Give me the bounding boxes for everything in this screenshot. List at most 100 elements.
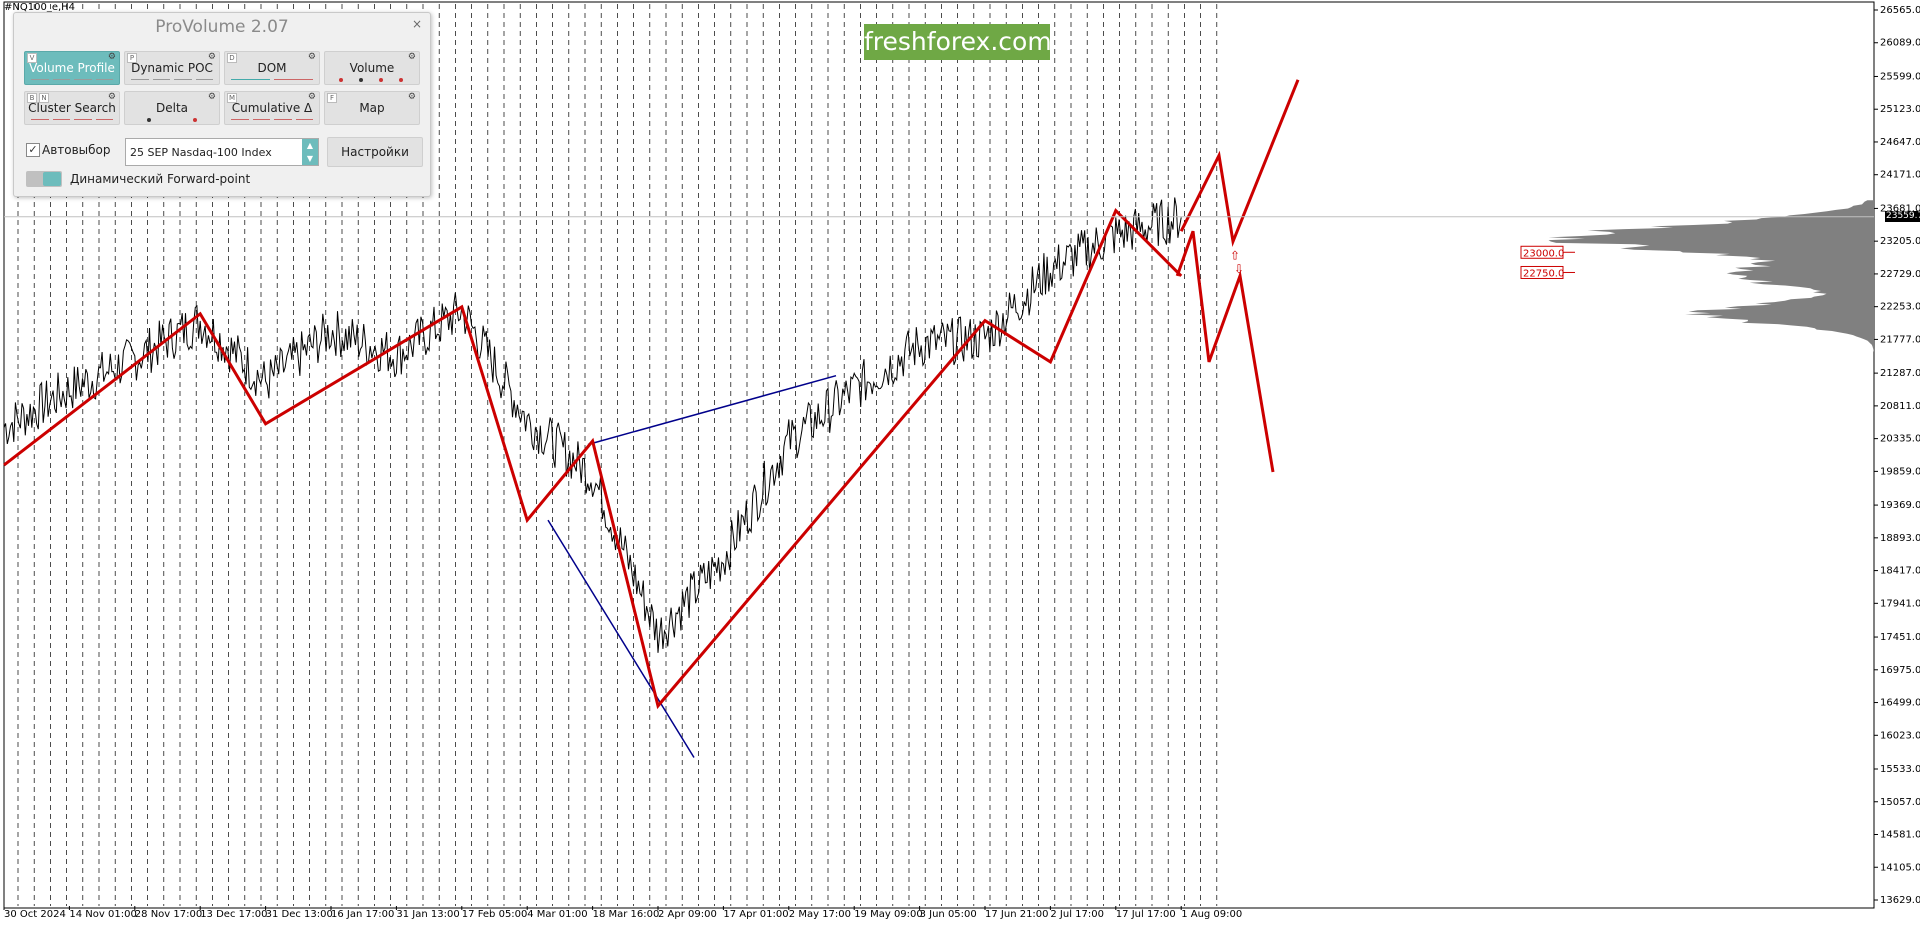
x-tick-label: 18 Mar 16:00 [593, 909, 660, 920]
x-tick-label: 2 May 17:00 [789, 909, 851, 920]
gear-icon[interactable]: ⚙ [207, 92, 216, 102]
button-label: Cluster Search [28, 101, 116, 115]
y-tick-label: 15057.0 [1880, 797, 1920, 808]
status-dot [193, 118, 197, 122]
zigzag-lines[interactable]: ⇧⇩ [3, 79, 1300, 710]
current-price-tag: 23559.7 [1885, 210, 1920, 222]
y-tick-label: 19859.0 [1880, 466, 1920, 477]
cumulative-delta-button[interactable]: M ⚙ Cumulative Δ [224, 91, 320, 125]
dynamic-poc-button[interactable]: P ⚙ Dynamic POC [124, 51, 220, 85]
instrument-value: 25 SEP Nasdaq-100 Index [130, 146, 272, 159]
level-label: 23000.0 [1523, 248, 1564, 259]
plot-frame [3, 1, 1875, 909]
freshforex-watermark: freshforex.com [864, 24, 1052, 60]
y-tick-label: 17941.0 [1880, 598, 1920, 609]
projection-down-line [1175, 230, 1275, 473]
toggle-knob [43, 172, 61, 186]
x-tick-label: 13 Dec 17:00 [200, 909, 267, 920]
forward-point-toggle[interactable] [26, 171, 62, 187]
panel-title: ProVolume 2.07 [155, 17, 289, 37]
volume-profile-shape [1548, 200, 1874, 352]
button-indicator-bars [231, 119, 313, 121]
dom-button[interactable]: D ⚙ DOM [224, 51, 320, 85]
y-tick-label: 14105.0 [1880, 862, 1920, 873]
zigzag-line [3, 207, 1183, 710]
y-tick-label: 25599.0 [1880, 71, 1920, 82]
x-tick-label: 2 Apr 09:00 [658, 909, 717, 920]
y-tick-label: 16975.0 [1880, 665, 1920, 676]
x-tick-label: 30 Oct 2024 [4, 909, 66, 920]
y-tick-label: 15533.0 [1880, 764, 1920, 775]
hotkey-badge: F [327, 93, 337, 103]
settings-button[interactable]: Настройки [327, 137, 423, 167]
status-dot [379, 78, 383, 82]
x-tick-label: 16 Jan 17:00 [331, 909, 394, 920]
button-label: Delta [155, 101, 188, 115]
instrument-select[interactable]: 25 SEP Nasdaq-100 Index ▲ ▼ [125, 138, 319, 166]
cluster-search-button[interactable]: B N ⚙ Cluster Search [24, 91, 120, 125]
y-tick-label: 23205.0 [1880, 236, 1920, 247]
gear-icon[interactable]: ⚙ [107, 92, 116, 102]
button-indicator-bars [31, 79, 113, 81]
level-label: 22750.0 [1523, 268, 1564, 279]
trendline-lower [547, 519, 695, 758]
hotkey-badge: P [127, 53, 137, 63]
auto-select-checkbox[interactable]: ✓ [26, 143, 40, 157]
y-tick-label: 24171.0 [1880, 170, 1920, 181]
gear-icon[interactable]: ⚙ [307, 52, 316, 62]
button-label: Map [359, 101, 385, 115]
auto-select-label: Автовыбор [42, 143, 111, 157]
map-button[interactable]: F ⚙ Map [324, 91, 420, 125]
gear-icon[interactable]: ⚙ [407, 92, 416, 102]
status-dot [399, 78, 403, 82]
y-tick-label: 20811.0 [1880, 401, 1920, 412]
trendlines[interactable] [547, 374, 837, 758]
provolume-panel[interactable]: ProVolume 2.07 × V ⚙ Volume Profile P ⚙ … [13, 12, 431, 197]
y-tick-label: 17451.0 [1880, 632, 1920, 643]
arrow-up-icon: ⇧ [1230, 248, 1240, 262]
x-tick-label: 1 Aug 09:00 [1181, 909, 1242, 920]
button-label: Dynamic POC [131, 61, 213, 75]
projection-up-line [1179, 79, 1300, 248]
button-indicator-bars [131, 79, 213, 81]
forward-point-label: Динамический Forward-point [70, 172, 251, 186]
x-tick-label: 31 Jan 13:00 [396, 909, 459, 920]
y-tick-label: 26089.0 [1880, 38, 1920, 49]
symbol-label: #NQ100_e,H4 [4, 2, 76, 13]
y-tick-label: 19369.0 [1880, 500, 1920, 511]
gear-icon[interactable]: ⚙ [207, 52, 216, 62]
price-line [3, 197, 1182, 653]
volume-profile-button[interactable]: V ⚙ Volume Profile [24, 51, 120, 85]
price-series [3, 197, 1182, 653]
x-tick-label: 4 Mar 01:00 [527, 909, 587, 920]
status-dot [359, 78, 363, 82]
y-tick-label: 14581.0 [1880, 830, 1920, 841]
hotkey-badge: D [227, 53, 237, 63]
y-tick-label: 22253.0 [1880, 302, 1920, 313]
gear-icon[interactable]: ⚙ [107, 52, 116, 62]
gear-icon[interactable]: ⚙ [407, 52, 416, 62]
y-tick-label: 25123.0 [1880, 104, 1920, 115]
status-dot [147, 118, 151, 122]
button-indicator-bars [31, 119, 113, 121]
volume-button[interactable]: ⚙ Volume [324, 51, 420, 85]
x-tick-label: 17 Jul 17:00 [1116, 909, 1176, 920]
close-icon[interactable]: × [411, 17, 423, 31]
y-tick-label: 21287.0 [1880, 368, 1920, 379]
hotkey-badge: M [227, 93, 237, 103]
y-tick-label: 20335.0 [1880, 434, 1920, 445]
x-tick-label: 17 Jun 21:00 [985, 909, 1049, 920]
y-tick-label: 16023.0 [1880, 730, 1920, 741]
x-tick-label: 2 Jul 17:00 [1050, 909, 1104, 920]
status-dot [339, 78, 343, 82]
y-tick-label: 13629.0 [1880, 895, 1920, 906]
price-axis: 26565.0 26089.0 25599.0 25123.0 24647.0 24171… [1874, 5, 1920, 906]
hotkey-badge: V [27, 53, 37, 63]
x-tick-label: 31 Dec 13:00 [266, 909, 333, 920]
spinner-arrows-icon[interactable]: ▲ ▼ [302, 139, 318, 165]
delta-button[interactable]: ⚙ Delta [124, 91, 220, 125]
x-tick-label: 14 Nov 01:00 [69, 909, 136, 920]
gear-icon[interactable]: ⚙ [307, 92, 316, 102]
